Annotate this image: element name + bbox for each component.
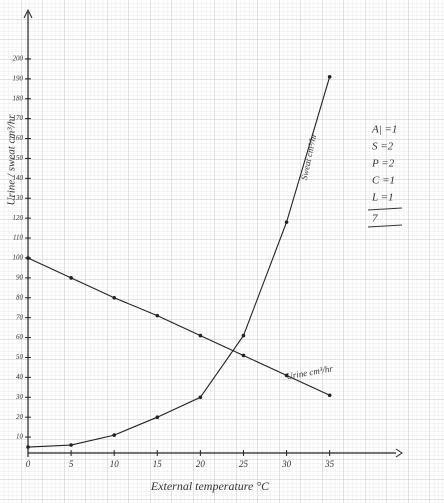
x-tick-label: 20: [196, 459, 206, 469]
data-point: [198, 333, 203, 338]
score-underline: [367, 207, 403, 211]
score-note: A| =1: [371, 124, 397, 136]
y-axis-title: Urine / sweat cm³/hr: [6, 114, 18, 206]
data-point: [26, 256, 30, 260]
score-note: P =2: [371, 158, 395, 170]
data-point: [327, 75, 332, 79]
score-note: C =1: [372, 175, 395, 187]
y-tick-label: 160: [13, 134, 24, 142]
y-tick-label: 110: [13, 234, 23, 242]
data-point: [155, 313, 160, 318]
y-tick-label: 120: [13, 214, 24, 222]
score-note: S =2: [372, 141, 394, 153]
data-point: [112, 433, 116, 437]
score-note: 7: [372, 213, 378, 225]
x-tick-label: 25: [239, 459, 249, 469]
y-tick-label: 90: [16, 273, 24, 281]
y-tick-label: 40: [16, 373, 24, 381]
y-tick-label: 10: [16, 433, 24, 441]
x-tick-label: 10: [110, 459, 120, 469]
y-tick-label: 30: [15, 393, 24, 401]
y-tick-label: 190: [13, 74, 24, 82]
y-tick-label: 80: [16, 293, 24, 301]
y-tick-label: 100: [13, 254, 24, 262]
y-tick-label: 60: [16, 333, 24, 341]
y-tick-label: 180: [13, 94, 24, 102]
x-axis-arrow: [395, 448, 403, 458]
x-tick-label: 30: [281, 459, 292, 469]
data-point: [26, 445, 30, 449]
data-point: [69, 443, 73, 447]
data-point: [112, 295, 116, 300]
data-point: [155, 415, 160, 419]
data-point: [198, 395, 203, 400]
data-point: [241, 333, 246, 338]
score-underline: [367, 224, 403, 228]
x-tick-label: 5: [69, 459, 74, 469]
y-tick-label: 50: [16, 353, 24, 361]
series-line: [27, 257, 330, 396]
data-point: [69, 276, 73, 280]
y-tick-label: 200: [13, 55, 24, 63]
data-point: [327, 393, 332, 398]
data-point: [241, 353, 246, 358]
x-tick-label: 35: [324, 459, 335, 469]
y-tick-label: 150: [13, 154, 24, 162]
score-note: L =1: [371, 192, 394, 204]
y-tick-label: 140: [13, 174, 24, 182]
y-tick-label: 130: [13, 194, 24, 202]
y-tick-label: 20: [16, 413, 24, 421]
x-tick-label: 15: [153, 459, 163, 469]
series-line: [27, 76, 331, 448]
y-axis-arrow: [23, 8, 33, 19]
data-point: [284, 373, 289, 378]
x-axis-title: External temperature °C: [150, 479, 270, 493]
y-tick-label: 70: [16, 313, 24, 321]
y-tick-label: 170: [13, 114, 24, 122]
data-point: [284, 220, 289, 224]
x-tick-label: 0: [26, 459, 31, 469]
